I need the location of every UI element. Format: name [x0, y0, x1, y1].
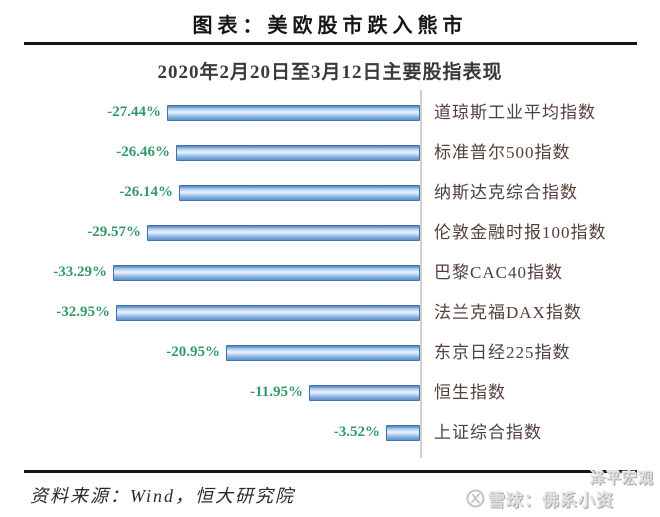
category-label: 巴黎CAC40指数 — [434, 263, 563, 282]
watermark-lower-text: 雪球：佛系小资 — [488, 491, 614, 510]
value-label: -26.46% — [116, 144, 170, 160]
page-title: 图表：美欧股市跌入熊市 — [192, 15, 468, 37]
category-label: 东京日经225指数 — [434, 343, 571, 362]
category-label: 恒生指数 — [434, 383, 506, 402]
bar-row: -29.57% 伦敦金融时报100指数 — [0, 213, 660, 253]
bar-row: -11.95% 恒生指数 — [0, 373, 660, 413]
value-label: -26.14% — [119, 184, 173, 200]
value-label: -20.95% — [166, 344, 220, 360]
value-label: -29.57% — [87, 224, 141, 240]
bar-row: -26.46% 标准普尔500指数 — [0, 133, 660, 173]
bar-row: -33.29% 巴黎CAC40指数 — [0, 253, 660, 293]
bar-row: -20.95% 东京日经225指数 — [0, 333, 660, 373]
category-label: 伦敦金融时报100指数 — [434, 223, 607, 242]
footer-divider — [24, 470, 637, 473]
bar-row: -27.44% 道琼斯工业平均指数 — [0, 93, 660, 133]
bar-row: -32.95% 法兰克福DAX指数 — [0, 293, 660, 333]
bar — [147, 225, 420, 241]
value-label: -11.95% — [250, 384, 303, 400]
bar — [116, 305, 420, 321]
value-label: -32.95% — [56, 304, 110, 320]
value-label: -33.29% — [53, 264, 107, 280]
category-label: 纳斯达克综合指数 — [434, 183, 578, 202]
chart-subtitle: 2020年2月20日至3月12日主要股指表现 — [157, 62, 503, 83]
bar — [309, 385, 420, 401]
bar — [113, 265, 420, 281]
category-label: 法兰克福DAX指数 — [434, 303, 582, 322]
category-label: 上证综合指数 — [434, 423, 542, 442]
category-label: 道琼斯工业平均指数 — [434, 103, 596, 122]
bar-row: -3.52% 上证综合指数 — [0, 413, 660, 453]
title-divider — [24, 42, 637, 45]
snowball-logo-icon — [466, 489, 485, 508]
zero-axis-line — [420, 90, 422, 458]
bar — [179, 185, 420, 201]
bar-chart: -27.44% 道琼斯工业平均指数 -26.46% 标准普尔500指数 -26.14% 纳… — [0, 90, 660, 458]
bar-row: -26.14% 纳斯达克综合指数 — [0, 173, 660, 213]
bar — [167, 105, 420, 121]
bar — [386, 425, 420, 441]
source-text: 资料来源：Wind，恒大研究院 — [30, 486, 296, 506]
value-label: -3.52% — [333, 424, 380, 440]
bar — [176, 145, 420, 161]
bar — [226, 345, 420, 361]
category-label: 标准普尔500指数 — [434, 143, 571, 162]
value-label: -27.44% — [107, 104, 161, 120]
